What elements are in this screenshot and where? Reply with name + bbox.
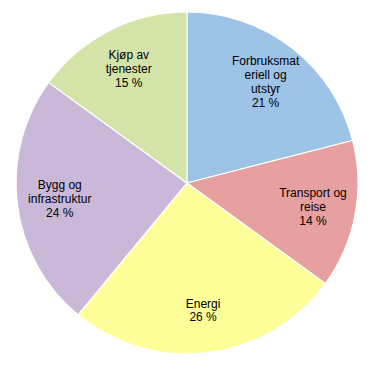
slice-label: Kjøp avtjenester15 % xyxy=(106,48,152,90)
slice-label: Bygg oginfrastruktur24 % xyxy=(28,178,91,220)
slice-label: Energi26 % xyxy=(186,297,221,325)
slice-label: Forbruksmateriell ogutstyr21 % xyxy=(232,54,300,109)
slices xyxy=(16,12,358,354)
slice-label: Transport ogreise14 % xyxy=(279,186,347,228)
chart: Forbruksmateriell ogutstyr21 % Transport … xyxy=(0,0,374,366)
pie-slice xyxy=(49,12,187,183)
pie: Forbruksmateriell ogutstyr21 % Transport … xyxy=(16,12,358,354)
slice-labels: Forbruksmateriell ogutstyr21 % Transport … xyxy=(28,48,347,324)
